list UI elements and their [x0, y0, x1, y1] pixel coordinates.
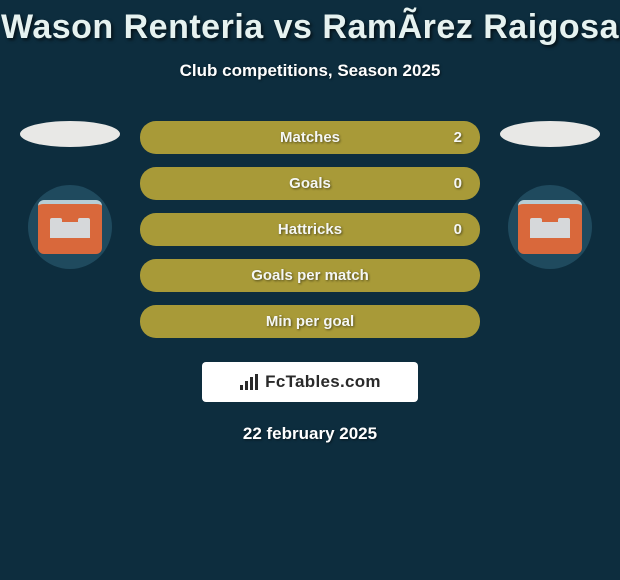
stat-label: Goals per match [251, 267, 369, 284]
player-avatar-placeholder-left [20, 121, 120, 147]
stat-row-hattricks: Hattricks 0 [140, 213, 480, 246]
club-badge-inner-right [518, 200, 582, 254]
subtitle: Club competitions, Season 2025 [0, 61, 620, 81]
right-player-col [500, 121, 600, 269]
stats-column: Matches 2 Goals 0 Hattricks 0 Goals per … [140, 121, 480, 338]
club-badge-right [508, 185, 592, 269]
source-logo: FcTables.com [202, 362, 418, 402]
stat-value: 0 [454, 221, 462, 238]
castle-icon [50, 214, 90, 244]
stat-label: Matches [280, 129, 340, 146]
stat-label: Hattricks [278, 221, 342, 238]
stat-label: Min per goal [266, 313, 354, 330]
club-badge-left [28, 185, 112, 269]
club-badge-inner-left [38, 200, 102, 254]
page-title: Wason Renteria vs RamÃ­rez Raigosa [0, 0, 620, 47]
stat-row-min-per-goal: Min per goal [140, 305, 480, 338]
date: 22 february 2025 [0, 424, 620, 444]
comparison-card: Wason Renteria vs RamÃ­rez Raigosa Club … [0, 0, 620, 580]
stat-value: 2 [454, 129, 462, 146]
left-player-col [20, 121, 120, 269]
stat-row-goals: Goals 0 [140, 167, 480, 200]
stat-value: 0 [454, 175, 462, 192]
bar-chart-icon [239, 373, 259, 391]
logo-text: FcTables.com [265, 372, 381, 392]
castle-icon [530, 214, 570, 244]
stat-row-goals-per-match: Goals per match [140, 259, 480, 292]
player-avatar-placeholder-right [500, 121, 600, 147]
content-row: Matches 2 Goals 0 Hattricks 0 Goals per … [0, 121, 620, 338]
stat-label: Goals [289, 175, 331, 192]
stat-row-matches: Matches 2 [140, 121, 480, 154]
